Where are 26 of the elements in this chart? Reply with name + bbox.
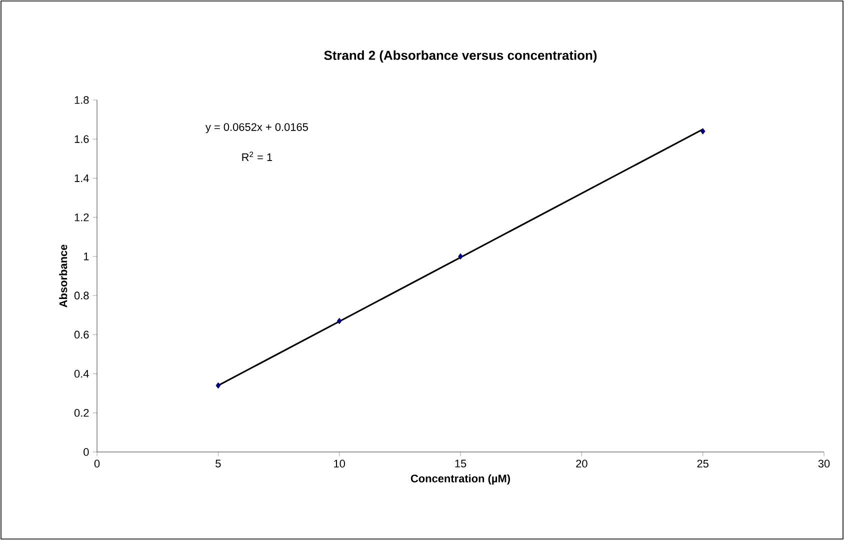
- annotation: y = 0.0652x + 0.0165: [205, 123, 308, 134]
- y-tick-label: 1.8: [74, 96, 89, 104]
- y-tick-label: 1.6: [74, 135, 89, 143]
- y-tick-label: 0.4: [74, 370, 89, 378]
- y-tick-label: 0: [84, 448, 89, 456]
- point: [216, 382, 221, 389]
- y-tick-label: 0.2: [74, 409, 89, 417]
- y-tick-label: 1.2: [74, 214, 89, 222]
- y-axis-title: Absorbance: [59, 244, 68, 308]
- x-tick-label: 5: [216, 460, 221, 468]
- x-tick-label: 25: [697, 460, 708, 468]
- y-tick-label: 1: [84, 252, 89, 260]
- point: [700, 128, 706, 134]
- y-tick-label: 0.8: [74, 292, 89, 300]
- x-tick-label: 15: [455, 460, 466, 468]
- point: [336, 318, 342, 324]
- x-tick-label: 0: [94, 460, 100, 468]
- chart-title: Strand 2 (Absorbance versus concentration): [324, 50, 597, 62]
- annotation: R$^{2}$ = 1: [242, 152, 272, 161]
- x-tick-label: 30: [818, 460, 830, 468]
- x-tick-label: 10: [334, 460, 345, 468]
- x-tick-label: 20: [576, 460, 588, 468]
- y-tick-label: 1.4: [74, 174, 89, 182]
- point: [458, 253, 463, 260]
- y-tick-label: 0.6: [74, 330, 89, 339]
- x-axis-title: Concentration (µM): [410, 474, 510, 485]
